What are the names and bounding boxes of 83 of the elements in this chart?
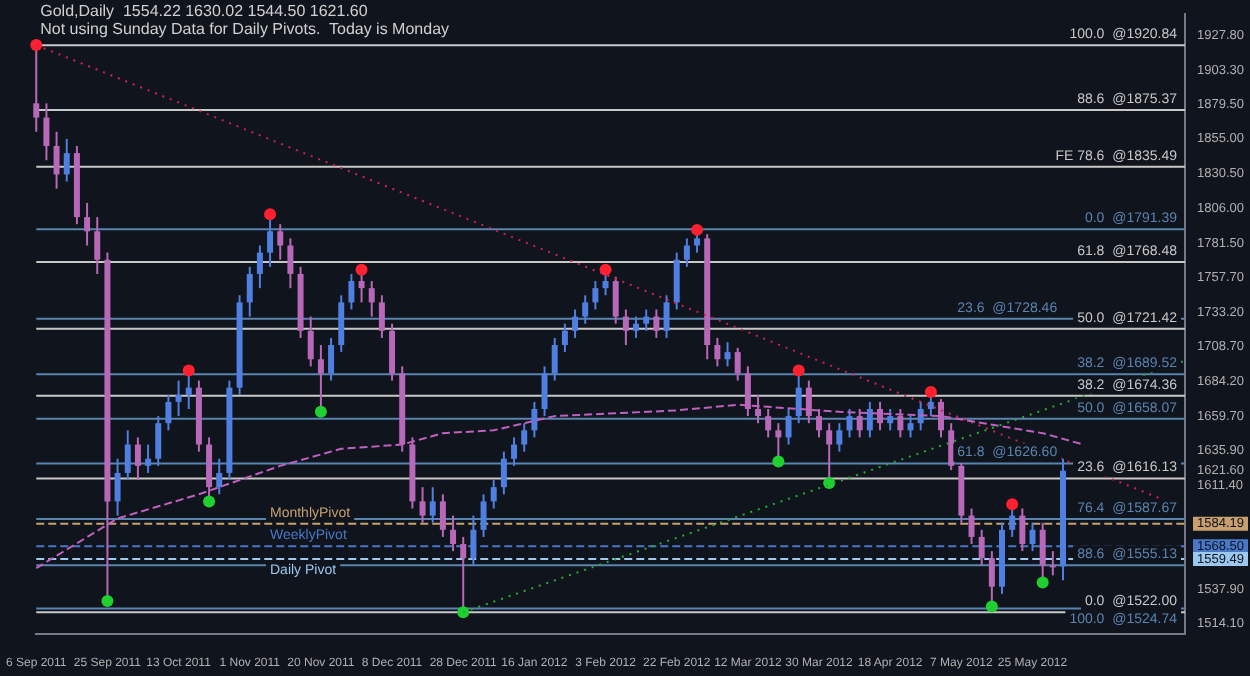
candlestick (561, 322, 568, 354)
candlestick (94, 216, 101, 275)
candlestick (907, 415, 914, 439)
candlestick (480, 493, 487, 538)
candlestick (643, 308, 650, 332)
candlestick (572, 308, 579, 339)
candlestick (887, 407, 894, 432)
candlestick (43, 102, 50, 162)
candlestick (551, 336, 558, 382)
candlestick (338, 294, 345, 354)
candlestick (450, 514, 457, 553)
candlestick (114, 457, 121, 517)
point (30, 39, 43, 52)
candlestick (1049, 550, 1056, 577)
candlestick (978, 528, 985, 567)
candlestick (673, 251, 680, 311)
candlestick (429, 486, 436, 524)
candlestick (63, 137, 70, 183)
point (772, 455, 785, 468)
candlestick (165, 393, 172, 432)
candlestick (348, 272, 355, 311)
candlestick (124, 429, 131, 482)
candlestick (84, 201, 91, 247)
chart-title: Gold,Daily 1554.22 1630.02 1544.50 1621.60 (40, 2, 369, 21)
candlestick (439, 493, 446, 538)
candlestick (287, 237, 294, 290)
candlestick (653, 308, 660, 339)
candlestick (612, 275, 619, 325)
candlestick (328, 336, 335, 382)
candlestick (622, 308, 629, 347)
point (1006, 498, 1019, 511)
point (355, 263, 368, 276)
point (457, 606, 470, 619)
point (182, 364, 195, 377)
candlestick (53, 130, 60, 190)
candlestick (145, 443, 152, 474)
point (264, 208, 277, 221)
candlestick (307, 315, 314, 368)
candlestick (633, 315, 640, 339)
candlestick (134, 436, 141, 482)
candlestick (1029, 521, 1036, 553)
candlestick (175, 379, 182, 418)
candlestick (216, 457, 223, 496)
point (985, 600, 998, 613)
candlestick (419, 486, 426, 524)
candlestick (378, 294, 385, 339)
point (203, 495, 216, 508)
candlestick (846, 407, 853, 439)
candlestick (785, 407, 792, 446)
point (314, 405, 327, 418)
point (823, 476, 836, 489)
candlestick (521, 422, 528, 453)
candlestick (866, 400, 873, 439)
candlestick (734, 346, 741, 382)
candlestick (470, 514, 477, 567)
candlestick (714, 336, 721, 368)
candlestick (663, 294, 670, 339)
candlestick (277, 223, 284, 261)
candlestick (155, 415, 162, 467)
candlestick (500, 450, 507, 496)
candlestick (531, 400, 538, 439)
point (792, 364, 805, 377)
text: Not using Sunday Data for Daily Pivots. Today is Monday (40, 20, 450, 39)
point (101, 594, 114, 607)
candlestick (968, 507, 975, 546)
candlestick (490, 479, 497, 510)
candlestick (836, 422, 843, 453)
candlestick (683, 237, 690, 268)
candlestick (724, 341, 731, 368)
candlestick (582, 294, 589, 325)
candlestick (948, 422, 955, 472)
candlestick (511, 436, 518, 467)
point (924, 385, 937, 398)
candlestick (368, 280, 375, 318)
candlestick (1019, 507, 1026, 553)
point (691, 223, 704, 236)
candlestick (256, 244, 263, 290)
candlestick (246, 265, 253, 318)
candlestick (541, 365, 548, 418)
candlestick (389, 322, 396, 382)
point (1036, 576, 1049, 589)
candlestick (592, 280, 599, 311)
point (599, 263, 612, 276)
